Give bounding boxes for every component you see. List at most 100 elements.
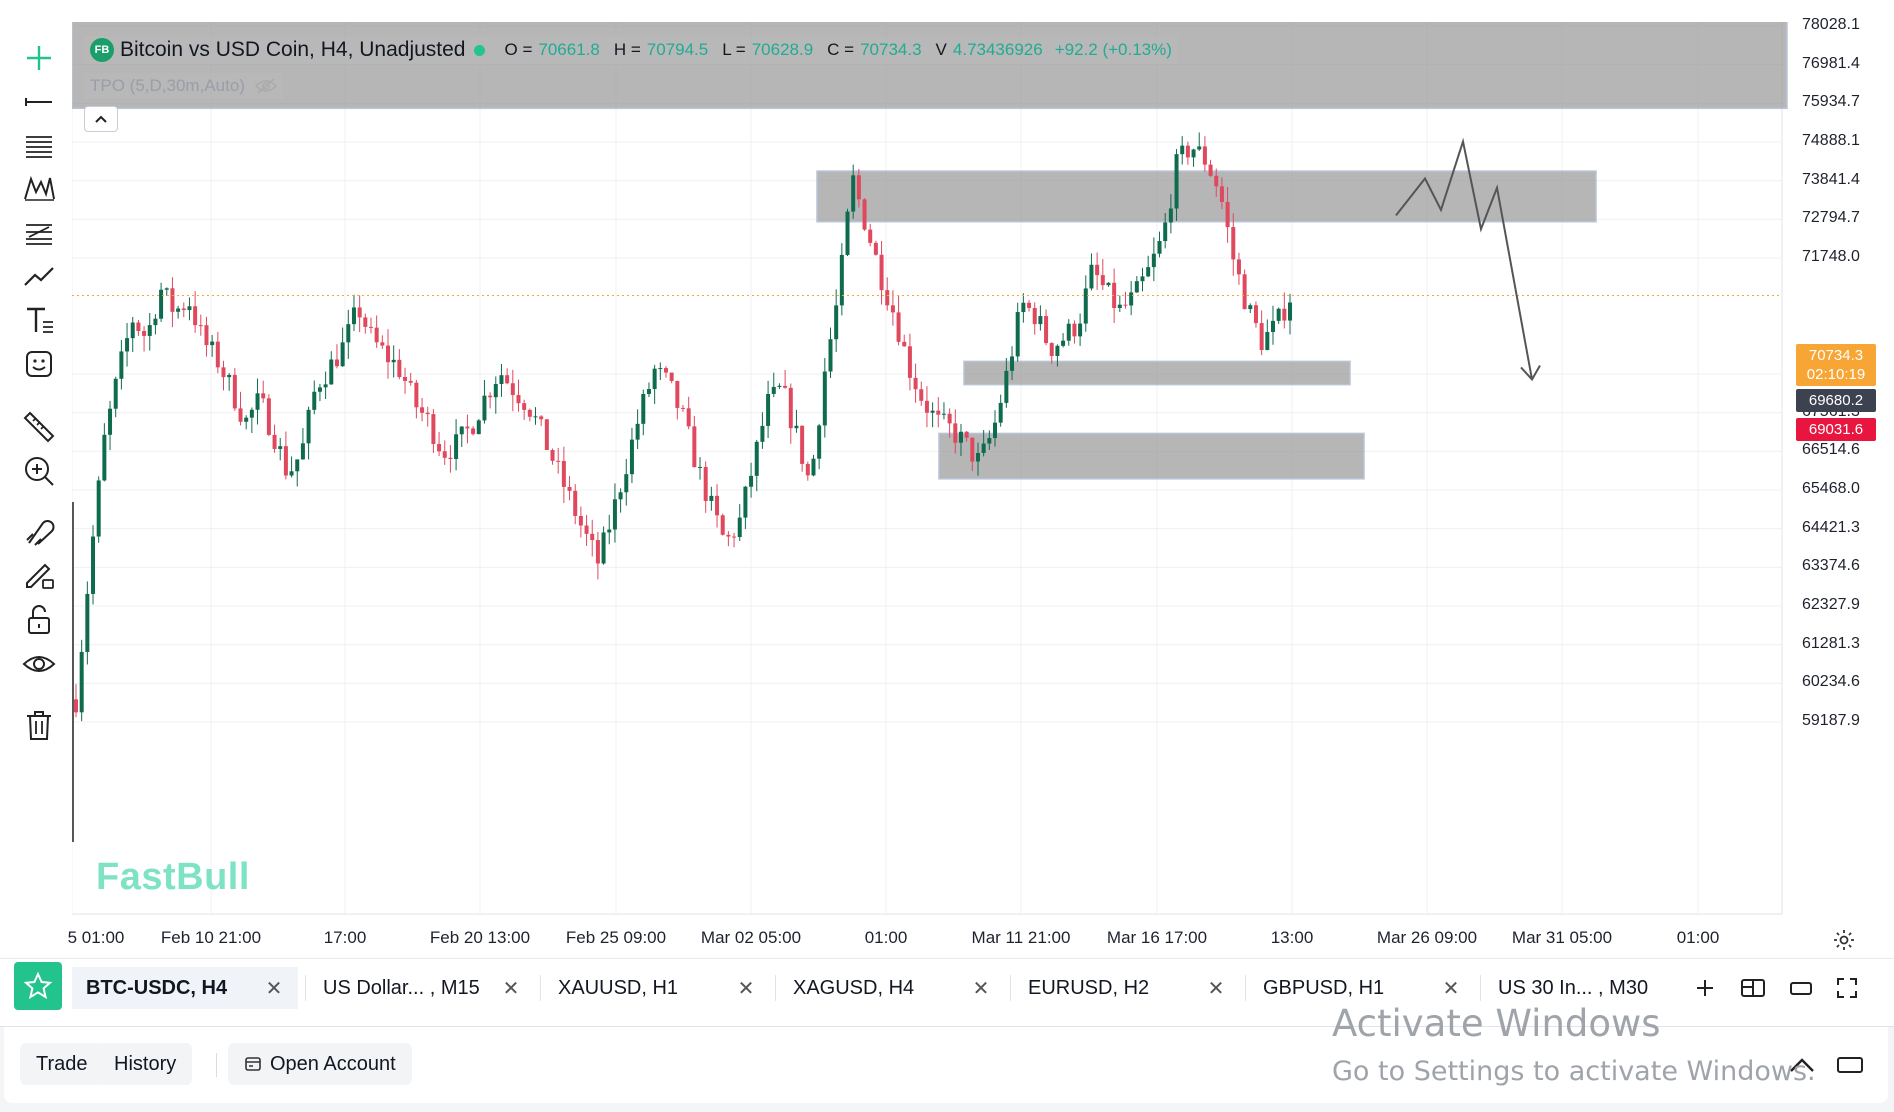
symbol-tab[interactable]: XAUUSD, H1 ✕ <box>544 967 770 1009</box>
fullscreen-button[interactable] <box>1826 967 1868 1009</box>
maximize-panel-button[interactable] <box>1830 1047 1870 1083</box>
window-mode-button[interactable] <box>1780 967 1822 1009</box>
tab-close-icon[interactable]: ✕ <box>502 978 520 1000</box>
hide-drawings-button[interactable] <box>16 641 62 687</box>
candle-body <box>783 385 788 388</box>
candle-body <box>817 425 822 459</box>
candlestick-series <box>74 132 1292 722</box>
time-tick-label: Feb 25 09:00 <box>565 928 667 947</box>
pattern-tool-button[interactable] <box>16 165 62 211</box>
candle-body <box>902 341 907 347</box>
candle-body <box>91 536 96 594</box>
candle-body <box>766 393 771 426</box>
chart-settings-gear-icon[interactable] <box>1832 928 1856 952</box>
candle-body <box>261 393 266 399</box>
candle <box>1117 295 1122 312</box>
window-icon <box>1790 982 1812 995</box>
candle <box>856 168 861 208</box>
emoji-tool-button[interactable] <box>16 341 62 387</box>
symbol-tab[interactable]: GBPUSD, H1 ✕ <box>1249 967 1475 1009</box>
candle <box>431 409 436 453</box>
collapse-legend-button[interactable] <box>84 106 118 132</box>
text-tool-button[interactable] <box>16 297 62 343</box>
tab-close-icon[interactable]: ✕ <box>265 978 283 1000</box>
trade-button[interactable]: Trade <box>20 1043 104 1085</box>
remove-drawings-button[interactable] <box>16 702 62 748</box>
symbol-tab[interactable]: US 30 In... , M30 <box>1484 967 1674 1009</box>
candle <box>573 484 578 525</box>
candle <box>1072 320 1077 344</box>
crosshair-tool-button[interactable] <box>16 35 62 81</box>
symbol-tab[interactable]: XAGUSD, H4 ✕ <box>779 967 1005 1009</box>
candle-body <box>618 492 623 500</box>
symbol-tab[interactable]: BTC-USDC, H4 ✕ <box>72 967 298 1009</box>
candle <box>975 442 980 476</box>
symbol-tab[interactable]: US Dollar... , M15 ✕ <box>309 967 535 1009</box>
tab-close-icon[interactable]: ✕ <box>1207 978 1225 1000</box>
prediction-tool-button[interactable] <box>16 209 62 255</box>
candle <box>130 316 135 353</box>
stay-in-drawing-mode-button[interactable] <box>16 552 62 598</box>
expand-panel-button[interactable] <box>1782 1047 1822 1083</box>
tpo-indicator-legend[interactable]: TPO (5,D,30m,Auto) <box>84 73 283 99</box>
history-button[interactable]: History <box>98 1043 193 1085</box>
trend-line-tool-button[interactable] <box>16 79 62 125</box>
chart-area[interactable] <box>72 22 1790 917</box>
candle-body <box>1168 208 1173 223</box>
candle <box>1219 177 1224 210</box>
candle-body <box>136 322 141 331</box>
lock-drawings-button[interactable] <box>16 597 62 643</box>
fib-tool-button[interactable] <box>16 122 62 168</box>
candle-body <box>1083 288 1088 324</box>
eye-off-icon[interactable] <box>254 78 277 94</box>
candle <box>1185 141 1190 165</box>
history-label: History <box>114 1052 177 1075</box>
candle-body <box>283 446 288 476</box>
candle-body <box>1015 312 1020 357</box>
candle <box>771 372 776 398</box>
tab-close-icon[interactable]: ✕ <box>972 978 990 1000</box>
price-tick-label: 78028.1 <box>1802 16 1860 33</box>
time-tick-label: Mar 31 05:00 <box>1511 928 1613 947</box>
candle-body <box>692 426 697 468</box>
tab-label: BTC-USDC, H4 <box>86 976 228 999</box>
price-tick-label: 64421.3 <box>1802 518 1860 536</box>
candle-body <box>1061 340 1066 346</box>
projection-arrowhead <box>1520 364 1541 382</box>
brush-tool-button[interactable] <box>16 253 62 299</box>
candle <box>420 397 425 422</box>
smiley-icon <box>26 351 52 377</box>
open-account-button[interactable]: Open Account <box>228 1043 412 1085</box>
watchlist-star-button[interactable] <box>14 962 62 1010</box>
candle-body <box>295 459 300 472</box>
candle <box>953 409 958 454</box>
time-tick-label: 13:00 <box>1270 928 1314 947</box>
candle <box>1061 333 1066 348</box>
current-price-badge: 70734.3 02:10:19 <box>1796 344 1876 386</box>
ruler-tool-button[interactable] <box>16 404 62 450</box>
magnet-button[interactable] <box>16 508 62 554</box>
symbol-title[interactable]: Bitcoin vs USD Coin, H4, Unadjusted <box>120 38 466 61</box>
candle <box>947 408 952 438</box>
add-tab-button[interactable] <box>1684 967 1726 1009</box>
tab-close-icon[interactable]: ✕ <box>737 978 755 1000</box>
candle <box>652 364 657 404</box>
candle <box>1021 293 1026 323</box>
zoom-in-button[interactable] <box>16 448 62 494</box>
fullscreen-icon <box>1837 978 1857 998</box>
candle <box>386 329 391 379</box>
candle-body <box>794 425 799 429</box>
symbol-tab[interactable]: EURUSD, H2 ✕ <box>1014 967 1240 1009</box>
candle-body <box>828 339 833 372</box>
candle-body <box>1231 227 1236 260</box>
candle <box>930 402 935 428</box>
candle <box>749 462 754 498</box>
candle <box>74 684 78 718</box>
activate-windows-subtitle: Go to Settings to activate Windows. <box>1332 1056 1816 1087</box>
candle <box>822 358 827 438</box>
candlestick-chart[interactable] <box>72 22 1790 917</box>
layout-button[interactable] <box>1732 967 1774 1009</box>
tab-close-icon[interactable]: ✕ <box>1442 978 1460 1000</box>
candle <box>210 334 215 357</box>
